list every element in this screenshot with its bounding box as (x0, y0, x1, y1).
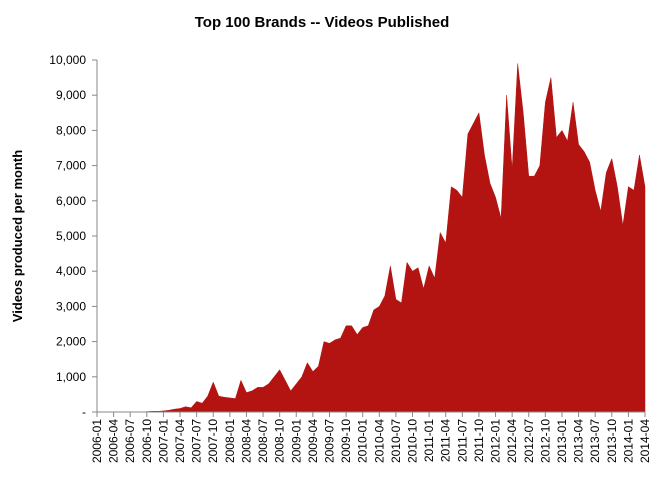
x-tick-label: 2011-04 (439, 419, 453, 462)
x-tick-label: 2013-07 (588, 419, 602, 463)
y-tick-label: 4,000 (56, 264, 86, 278)
x-tick-label: 2013-04 (572, 419, 586, 463)
x-tick-label: 2009-01 (289, 419, 303, 463)
x-tick-label: 2009-10 (339, 419, 353, 463)
x-tick-label: 2010-10 (406, 419, 420, 463)
y-tick-label: 1,000 (56, 370, 86, 384)
x-tick-label: 2006-07 (123, 419, 137, 463)
x-tick-label: 2007-04 (173, 419, 187, 463)
x-tick-label: 2008-10 (273, 419, 287, 463)
x-tick-label: 2011-01 (422, 419, 436, 462)
y-tick-label: 6,000 (56, 194, 86, 208)
x-tick-label: 2011-10 (472, 419, 486, 462)
y-tick-label: 3,000 (56, 299, 86, 313)
x-tick-label: 2008-04 (239, 419, 253, 463)
y-tick-label: 7,000 (56, 159, 86, 173)
chart-title: Top 100 Brands -- Videos Published (195, 14, 450, 31)
x-tick-label: 2012-01 (489, 419, 503, 463)
y-tick-label: 8,000 (56, 123, 86, 137)
x-tick-label: 2012-10 (538, 419, 552, 463)
x-tick-label: 2010-07 (389, 419, 403, 463)
x-tick-label: 2013-01 (555, 419, 569, 463)
area (97, 63, 646, 413)
x-tick-label: 2012-04 (505, 419, 519, 463)
x-tick-label: 2010-01 (356, 419, 370, 463)
x-tick-label: 2008-01 (223, 419, 237, 463)
x-tick-label: 2006-04 (107, 419, 121, 463)
y-tick-label: - (82, 405, 86, 419)
x-tick-label: 2007-10 (206, 419, 220, 463)
x-tick-label: 2014-01 (621, 419, 635, 463)
x-tick-label: 2006-10 (140, 419, 154, 463)
x-tick-label: 2007-07 (190, 419, 204, 463)
x-tick-label: 2012-07 (522, 419, 536, 463)
y-tick-label: 2,000 (56, 335, 86, 349)
x-tick-label: 2006-01 (90, 419, 104, 463)
x-tick-label: 2008-07 (256, 419, 270, 463)
x-tick-label: 2009-04 (306, 419, 320, 463)
x-tick-label: 2007-01 (156, 419, 170, 463)
x-tick-label: 2013-10 (605, 419, 619, 463)
y-axis-label: Videos produced per month (10, 150, 25, 322)
y-tick-label: 10,000 (49, 53, 86, 67)
x-tick-label: 2011-07 (455, 419, 469, 462)
x-tick-label: 2014-04 (638, 419, 652, 463)
x-tick-label: 2010-04 (372, 419, 386, 463)
y-tick-label: 9,000 (56, 88, 86, 102)
y-tick-label: 5,000 (56, 229, 86, 243)
x-tick-label: 2009-07 (322, 419, 336, 463)
